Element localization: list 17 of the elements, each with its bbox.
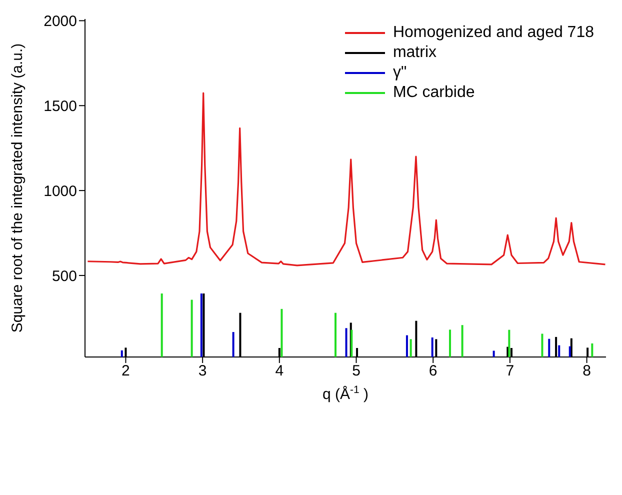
legend-label: matrix bbox=[392, 43, 437, 63]
legend-label: MC carbide bbox=[392, 83, 475, 103]
x-tick-label: 7 bbox=[506, 362, 514, 380]
y-tick-label: 1500 bbox=[44, 98, 77, 115]
legend-label: Homogenized and aged 718 bbox=[392, 23, 594, 43]
x-tick-label: 3 bbox=[198, 362, 207, 380]
legend-label: γ" bbox=[392, 63, 407, 83]
y-tick-label: 1000 bbox=[44, 182, 77, 200]
x-axis-title: q (Å$^{-1}$) bbox=[322, 384, 369, 403]
y-axis-title: Square root of the integrated intensity (a.u.) bbox=[9, 43, 26, 333]
y-tick-label: 500 bbox=[52, 268, 77, 285]
x-tick-label: 5 bbox=[352, 362, 360, 380]
y-tick-label: 2000 bbox=[44, 13, 77, 30]
x-tick-label: 2 bbox=[122, 362, 130, 380]
x-tick-label: 4 bbox=[275, 362, 284, 380]
x-tick-label: 6 bbox=[428, 362, 438, 380]
x-tick-label: 8 bbox=[582, 362, 591, 380]
